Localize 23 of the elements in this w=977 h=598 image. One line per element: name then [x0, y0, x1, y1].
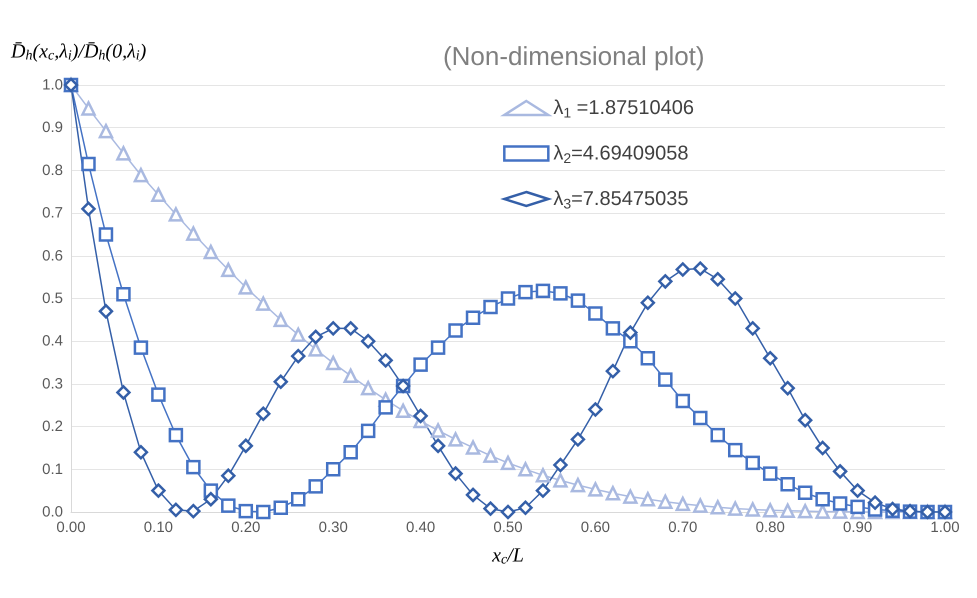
x-tick-label: 0.40	[406, 519, 436, 536]
x-tick-label: 0.70	[668, 519, 698, 536]
y-tick-label: 0.7	[42, 204, 63, 222]
y-tick-label: 0.9	[42, 119, 63, 136]
y-tick-label: 0.1	[42, 460, 63, 478]
x-tick-label: 0.60	[580, 519, 610, 536]
y-tick-label: 0.4	[42, 332, 63, 350]
y-tick-label: 0.0	[42, 504, 63, 520]
y-tick-label: 1.0	[42, 76, 63, 94]
x-tick-label: 0.50	[493, 519, 523, 536]
y-tick-label: 0.6	[42, 247, 63, 264]
y-tick-label: 0.8	[42, 162, 63, 179]
x-tick-label: 0.90	[843, 519, 872, 536]
x-tick-label: 0.20	[231, 519, 260, 536]
y-tick-label: 0.2	[42, 418, 63, 436]
y-tick-label: 0.3	[42, 375, 63, 392]
chart-title: (Non-dimensional plot)	[443, 41, 705, 71]
x-tick-label: 0.80	[756, 519, 785, 536]
x-tick-label: 0.00	[56, 519, 86, 536]
x-tick-label: 0.30	[318, 519, 348, 536]
x-tick-label: 0.10	[144, 519, 173, 536]
x-tick-label: 1.00	[930, 519, 960, 536]
y-tick-label: 0.5	[42, 290, 63, 307]
